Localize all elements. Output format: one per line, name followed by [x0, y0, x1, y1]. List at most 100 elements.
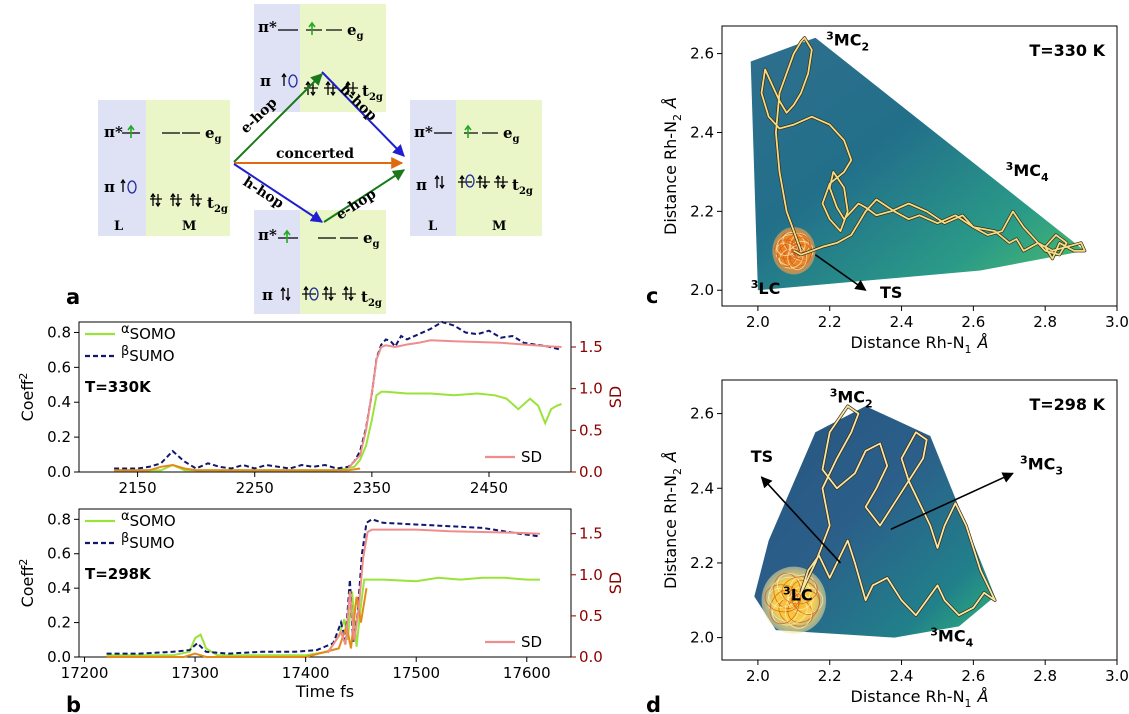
y-tick-label: 2.4: [690, 479, 714, 497]
y-tick-label: 2.0: [690, 629, 714, 647]
label-pi-star-top: π*: [258, 18, 277, 36]
pointer-arrow: [890, 472, 1014, 531]
y-tick-label: 0.0: [47, 648, 71, 666]
scatter-chart-298k: 2.0 2.2 2.4 2.6 2.8 3.0 2.0 2.2 2.4 2.6 Distance R…: [661, 379, 1129, 710]
x-tick-label: 2.6: [961, 313, 985, 331]
y-axis-label: Coeff2: [17, 373, 37, 422]
label-t2g-left: t2g: [207, 194, 228, 215]
series-alpha-line: [106, 576, 540, 657]
metal-box-right: [456, 100, 542, 236]
x-tick-label: 2450: [470, 479, 508, 497]
y2-tick-label: 0.0: [579, 648, 603, 666]
y-tick-label: 2.6: [690, 45, 714, 63]
x-tick-label: 2.2: [818, 313, 842, 331]
x-tick-label: 2.4: [890, 667, 914, 685]
label-pi-star-left: π*: [104, 123, 123, 141]
x-tick-label: 2.6: [961, 667, 985, 685]
label-pi-bottom: π: [262, 286, 273, 304]
scatter-chart-330k: 2.0 2.2 2.4 2.6 2.8 3.0 2.0 2.2 2.4 2.6 Distance R…: [661, 25, 1129, 356]
pointer-arrow: [814, 254, 867, 291]
y-tick-label: 0.2: [47, 614, 71, 632]
text-h-hop-low: h-hop: [240, 174, 287, 212]
label-M-left: M: [182, 219, 196, 234]
ligand-box-top: [254, 4, 300, 112]
label-t2g-bottom: t2g: [361, 288, 382, 309]
temperature-annotation: T=330K: [85, 378, 152, 396]
cluster-loop: [784, 592, 813, 629]
arrow-h-hop-down: [321, 71, 405, 157]
panel-label-c: c: [646, 284, 658, 308]
ligand-box-right: [410, 100, 456, 236]
x-tick-label: 2.2: [818, 667, 842, 685]
y2-tick-label: 1.0: [579, 380, 603, 398]
y2-tick-label: 1.5: [579, 525, 603, 543]
label-pi-top: π: [260, 72, 271, 90]
x-axis-label: Distance Rh-N1 Å: [851, 333, 989, 356]
arrow-e-hop-up: [233, 73, 323, 163]
y-tick-label: 0.4: [47, 579, 71, 597]
legend-sd-entry: SD: [521, 448, 542, 466]
label-t2g-right: t2g: [512, 176, 533, 197]
legend-sd-entry: SD: [521, 633, 542, 651]
region-label: 3MC4: [1006, 160, 1049, 184]
label-pi-right: π: [416, 176, 427, 194]
y-tick-label: 0.0: [47, 463, 71, 481]
x-tick-label: 17500: [392, 664, 440, 682]
ligand-box-left: [98, 100, 146, 236]
label-pi-left: π: [104, 178, 115, 196]
region-label: 3MC4: [930, 625, 973, 649]
y-axis-label: Distance Rh-N2Å: [661, 451, 684, 589]
legend-entry: βSUMO: [121, 531, 175, 552]
region-label: 3LC: [751, 278, 781, 298]
cluster-loop: [776, 243, 798, 267]
label-eg-left: eg: [205, 124, 222, 145]
series-sd-line: [326, 528, 541, 654]
temperature-annotation: T=298K: [85, 565, 152, 583]
y-tick-label: 2.6: [690, 405, 714, 423]
label-L-right: L: [428, 219, 437, 234]
trajectory-path: [800, 405, 996, 617]
y-tick-label: 2.2: [690, 554, 714, 572]
trajectory-path: [760, 36, 1086, 260]
y2-tick-label: 0.0: [579, 463, 603, 481]
y2-tick-label: 1.0: [579, 566, 603, 584]
label-eg-top: eg: [347, 21, 364, 42]
series-sd-line: [347, 339, 562, 469]
x-tick-label: 3.0: [1105, 667, 1129, 685]
label-pi-star-right: π*: [414, 123, 433, 141]
label-M-right: M: [492, 219, 506, 234]
cluster-loop: [771, 596, 808, 626]
y2-tick-label: 0.5: [579, 607, 603, 625]
x-tick-label: 17300: [171, 664, 219, 682]
region-label: TS: [880, 283, 902, 302]
x-tick-label: 2.0: [746, 313, 770, 331]
y-tick-label: 0.6: [47, 358, 71, 376]
region-label: TS: [751, 447, 773, 466]
label-pi-star-bottom: π*: [258, 226, 277, 244]
cluster-loop: [781, 576, 818, 605]
x-axis-label: Distance Rh-N1 Å: [851, 687, 989, 710]
y-tick-label: 0.8: [47, 323, 71, 341]
plot-frame: [78, 508, 572, 658]
x-tick-label: 17600: [503, 664, 551, 682]
y-tick-label: 2.2: [690, 202, 714, 220]
temperature-annotation: T=298 K: [1029, 395, 1105, 414]
x-tick-label: 2.0: [746, 667, 770, 685]
x-tick-label: 3.0: [1105, 313, 1129, 331]
x-tick-label: 2250: [236, 479, 274, 497]
y2-axis-label: SD: [606, 572, 625, 594]
y-tick-label: 0.6: [47, 545, 71, 563]
panel-label-d: d: [646, 693, 661, 714]
y-tick-label: 2.4: [690, 123, 714, 141]
energy-diagram: π* π π* π π* π π* π eg t2g eg t2g eg t2g…: [66, 4, 542, 314]
arrow-e-hop-low: [323, 169, 406, 223]
text-concerted: concerted: [276, 146, 354, 162]
line-chart-298k: 17200 17300 17400 17500 17600 0.0 0.2 0.4 0.6 0.8…: [17, 508, 625, 701]
y2-tick-label: 0.5: [579, 421, 603, 439]
x-tick-label: 2.4: [890, 313, 914, 331]
plot-frame: [78, 321, 572, 473]
cluster-loop: [787, 245, 808, 270]
y-tick-label: 0.2: [47, 428, 71, 446]
x-tick-label: 2.8: [1033, 667, 1057, 685]
